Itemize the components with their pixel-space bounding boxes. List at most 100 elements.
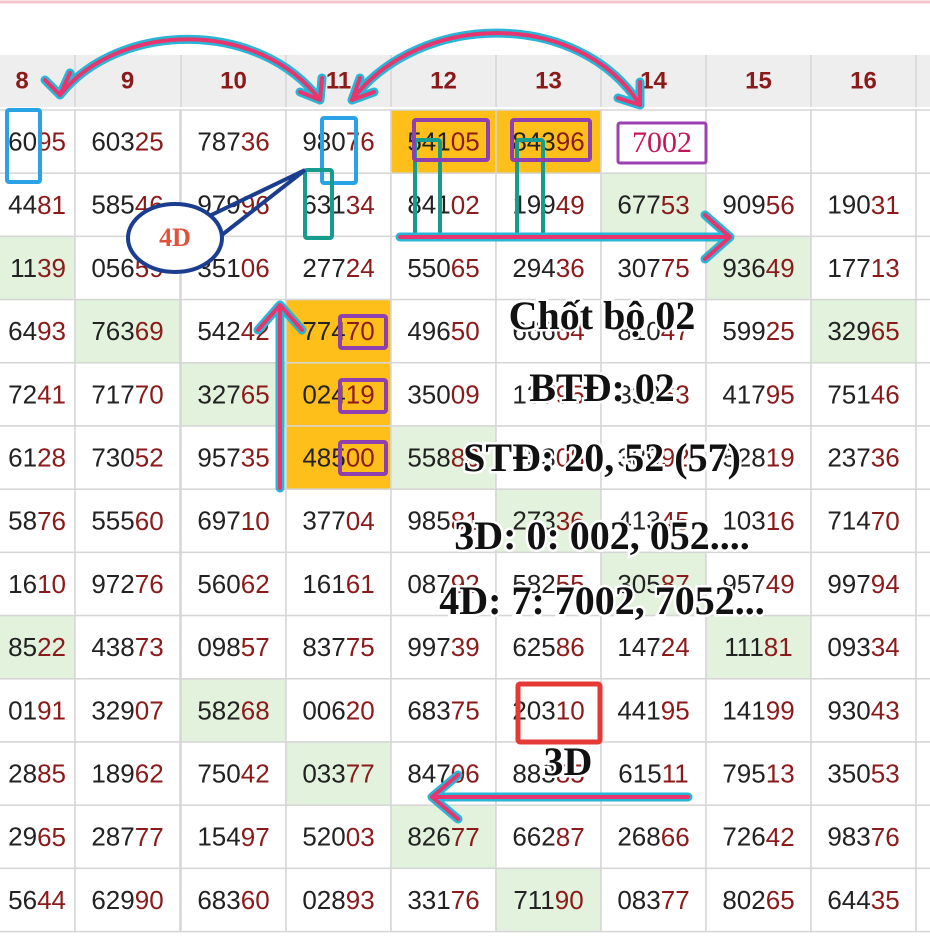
cell-value: 59925	[722, 316, 794, 346]
cell-bg	[0, 551, 76, 617]
cell-value: 81047	[617, 316, 689, 346]
cell-value: 66664	[512, 316, 584, 346]
column-header: 12	[430, 67, 457, 94]
column-header: 11	[326, 67, 351, 94]
cell-value: 72642	[722, 822, 794, 852]
highlight-box	[320, 116, 358, 185]
arrow	[398, 213, 732, 261]
column-header: 10	[220, 67, 247, 94]
cell-bg	[285, 614, 392, 680]
cell-bg	[180, 298, 287, 364]
cell-bg	[810, 298, 917, 364]
highlight-box	[515, 681, 603, 745]
cell-value: 62586	[512, 632, 584, 662]
cell-value: 0191	[8, 695, 66, 725]
cell-bg	[810, 425, 917, 490]
arrow	[43, 37, 324, 102]
cell-bg	[0, 298, 76, 364]
cell-bg	[390, 614, 497, 680]
cell-value: 18962	[91, 758, 163, 788]
cell-value: 00620	[302, 695, 374, 725]
cell-value: 35009	[407, 379, 479, 409]
cell-value: 61511	[618, 758, 688, 788]
cell-value: 93043	[827, 695, 899, 725]
annotation-line: 4D: 7: 7002, 7052...	[439, 578, 765, 623]
arrow	[256, 303, 304, 490]
cell-bg	[915, 172, 930, 238]
cell-bg	[74, 362, 181, 427]
cell-bg	[705, 488, 812, 554]
cell-value: 27724	[302, 253, 374, 283]
arrow	[430, 773, 690, 821]
cell-bg	[285, 741, 392, 806]
cell-value: 17713	[827, 253, 899, 283]
cell-value: 41795	[722, 379, 794, 409]
cell-bg	[180, 741, 287, 806]
cell-value: 68375	[407, 695, 479, 725]
cell-value: 08792	[407, 569, 479, 599]
cell-bg	[74, 804, 181, 870]
cell-value: 64435	[827, 885, 899, 915]
cell-bg	[600, 678, 707, 743]
cell-value: 28777	[91, 822, 163, 852]
cell-value: 5876	[8, 506, 66, 536]
highlight-box	[616, 121, 708, 165]
cell-bg	[390, 678, 497, 743]
cell-value: 7241	[8, 379, 66, 409]
arrow	[350, 31, 642, 107]
cell-bg	[915, 109, 930, 174]
highlight-box	[412, 118, 490, 162]
cell-value: 14724	[617, 632, 689, 662]
cell-bg	[600, 867, 707, 933]
cell-value: 6128	[8, 442, 66, 472]
cell-bg	[915, 551, 930, 617]
callout-label: 4D	[159, 223, 191, 252]
cell-bg	[810, 488, 917, 554]
cell-bg	[915, 614, 930, 680]
cell-value: 03377	[302, 758, 374, 788]
cell-bg	[180, 488, 287, 554]
cell-value: 16161	[302, 569, 374, 599]
cell-value: 44195	[617, 695, 689, 725]
cell-bg	[915, 804, 930, 870]
cell-value: 4481	[8, 190, 66, 220]
cell-bg	[495, 678, 602, 743]
cell-bg	[705, 425, 812, 490]
cell-value: 69710	[197, 506, 269, 536]
annotation-line: Chốt bộ 02	[509, 293, 696, 338]
cell-bg	[180, 804, 287, 870]
cell-bg	[390, 867, 497, 933]
cell-value: 29436	[512, 253, 584, 283]
cell-value: 33176	[407, 885, 479, 915]
highlight-box	[303, 168, 334, 240]
cell-value: 84102	[407, 190, 479, 220]
cell-value: 98581	[407, 506, 479, 536]
header-row	[0, 55, 930, 107]
cell-value: 30587	[617, 569, 689, 599]
cell-bg	[390, 551, 497, 617]
cell-value: 2885	[8, 758, 66, 788]
cell-bg	[0, 109, 76, 174]
cell-bg	[495, 172, 602, 238]
cell-value: 80265	[722, 885, 794, 915]
cell-value: 27336	[512, 506, 584, 536]
cell-value: 33963	[617, 379, 689, 409]
cell-bg	[915, 362, 930, 427]
cell-value: 79513	[722, 758, 794, 788]
cell-value: 52003	[302, 822, 374, 852]
cell-value: 56062	[197, 569, 269, 599]
cell-value: 75042	[197, 758, 269, 788]
column-header: 15	[745, 67, 772, 94]
cell-value: 88385	[512, 758, 584, 788]
cell-value: 58255	[512, 569, 584, 599]
cell-value: 6095	[8, 126, 66, 156]
cell-bg	[390, 172, 497, 238]
cell-value: 41345	[617, 506, 689, 536]
cell-value: 43873	[91, 632, 163, 662]
cell-bg	[495, 362, 602, 427]
cell-bg	[495, 614, 602, 680]
cell-value: 26866	[617, 822, 689, 852]
cell-value: 99739	[407, 632, 479, 662]
